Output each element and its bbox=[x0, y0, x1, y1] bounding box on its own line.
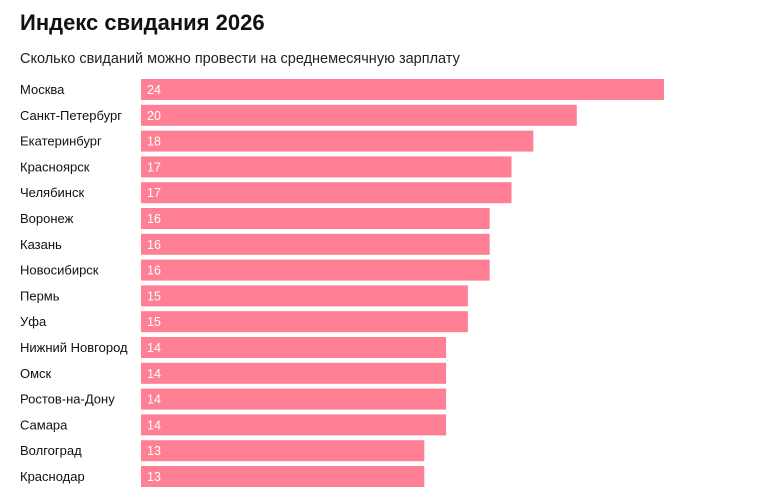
value-label: 18 bbox=[147, 135, 161, 149]
value-label: 17 bbox=[147, 160, 161, 174]
bar-9 bbox=[141, 311, 468, 333]
bar-7 bbox=[141, 259, 490, 281]
category-label: Челябинск bbox=[20, 185, 84, 200]
bar-5 bbox=[141, 208, 490, 229]
category-label: Новосибирск bbox=[20, 263, 99, 278]
category-label: Воронеж bbox=[20, 211, 74, 226]
bar-1 bbox=[141, 104, 577, 126]
category-label: Краснодар bbox=[20, 469, 85, 484]
category-label: Самара bbox=[20, 417, 68, 432]
bar-4 bbox=[141, 182, 512, 204]
bar-0 bbox=[141, 79, 664, 100]
bar-11 bbox=[141, 362, 447, 384]
bar-13 bbox=[141, 414, 447, 436]
category-label: Волгоград bbox=[20, 443, 82, 458]
chart-title: Индекс свидания 2026 bbox=[20, 10, 265, 35]
category-label: Омск bbox=[20, 366, 52, 381]
bar-3 bbox=[141, 156, 512, 178]
value-label: 14 bbox=[147, 367, 161, 381]
category-label: Красноярск bbox=[20, 159, 90, 174]
value-label: 15 bbox=[147, 289, 161, 303]
category-label: Казань bbox=[20, 237, 62, 252]
value-label: 16 bbox=[147, 264, 161, 278]
value-label: 20 bbox=[147, 109, 161, 123]
category-label: Екатеринбург bbox=[20, 134, 102, 149]
category-label: Уфа bbox=[20, 314, 47, 329]
value-label: 15 bbox=[147, 315, 161, 329]
category-label: Санкт-Петербург bbox=[20, 108, 122, 123]
bar-10 bbox=[141, 337, 447, 358]
value-label: 13 bbox=[147, 470, 161, 484]
value-label: 13 bbox=[147, 444, 161, 458]
value-label: 14 bbox=[147, 341, 161, 355]
category-label: Москва bbox=[20, 82, 65, 97]
value-label: 24 bbox=[147, 83, 161, 97]
value-label: 17 bbox=[147, 186, 161, 200]
bar-6 bbox=[141, 233, 490, 255]
bar-14 bbox=[141, 440, 425, 462]
bar-2 bbox=[141, 130, 534, 152]
bar-12 bbox=[141, 388, 447, 410]
value-label: 14 bbox=[147, 418, 161, 432]
value-label: 14 bbox=[147, 393, 161, 407]
category-label: Пермь bbox=[20, 288, 60, 303]
bar-15 bbox=[141, 466, 425, 487]
category-label: Ростов-на-Дону bbox=[20, 392, 115, 407]
value-label: 16 bbox=[147, 212, 161, 226]
chart-subtitle: Сколько свиданий можно провести на средн… bbox=[20, 51, 460, 67]
category-label: Нижний Новгород bbox=[20, 340, 128, 355]
bar-8 bbox=[141, 285, 468, 307]
value-label: 16 bbox=[147, 238, 161, 252]
